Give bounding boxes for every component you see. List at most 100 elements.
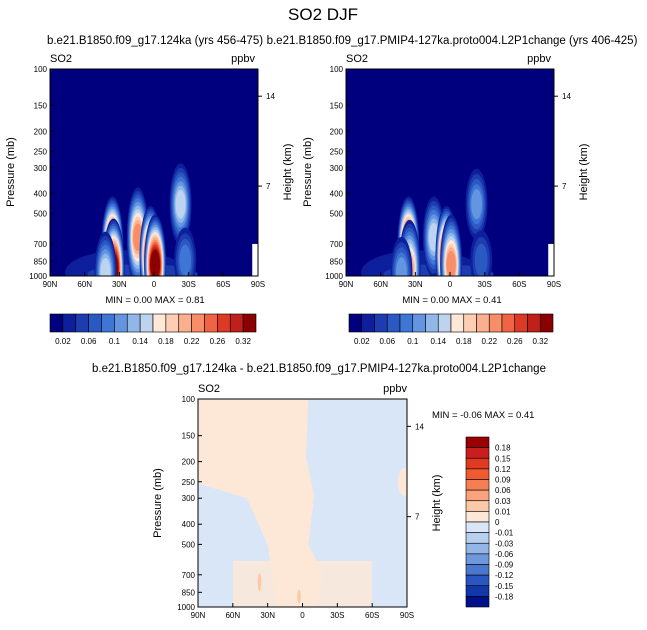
colorbar-box <box>412 313 426 333</box>
y-tick-label: 400 <box>182 520 196 529</box>
y2-axis-label: Height (km) <box>282 144 294 201</box>
y-tick-label: 700 <box>330 240 344 249</box>
y2-tick-label: 7 <box>266 182 271 191</box>
x-tick-label: 60S <box>365 611 379 620</box>
colorbar-tick-label: 0.18 <box>158 337 174 346</box>
colorbar-tick-label: 0.26 <box>210 337 226 346</box>
x-tick-label: 90S <box>547 280 561 289</box>
y-tick-label: 500 <box>182 540 196 549</box>
x-tick-label: 90S <box>251 280 265 289</box>
variable-label: SO2 <box>346 53 368 65</box>
units-label: ppbv <box>231 53 255 65</box>
colorbar: 0.02 0.06 0.1 0.14 0.18 0.22 0.26 0.32 <box>348 313 554 346</box>
colorbar-tick-label: -0.03 <box>495 539 514 548</box>
x-tick-label: 60S <box>216 280 230 289</box>
panel-top-right: b.e21.B1850.f09_g17.PMIP4-127ka.proto004… <box>267 35 638 346</box>
plume-contour <box>150 249 161 276</box>
y2-tick-label: 14 <box>266 92 275 101</box>
panel-title: b.e21.B1850.f09_g17.124ka - b.e21.B1850.… <box>92 363 546 375</box>
colorbar-box <box>437 313 452 333</box>
y-tick-label: 150 <box>34 101 48 110</box>
x-tick-label: 30S <box>330 611 344 620</box>
positive-region <box>397 467 407 496</box>
y-tick-label: 400 <box>330 190 344 199</box>
y-tick-label: 200 <box>182 458 196 467</box>
y-tick-label: 300 <box>182 494 196 503</box>
min-max-text: MIN = -0.06 MAX = 0.41 <box>432 410 534 421</box>
positive-spot <box>297 589 301 604</box>
colorbar-tick-label: 0.03 <box>495 497 511 506</box>
colorbar-box <box>191 313 205 333</box>
colorbar-tick-label: 0.09 <box>495 476 511 485</box>
colorbar-box <box>488 313 503 333</box>
colorbar-tick-label: 0.18 <box>456 337 472 346</box>
variable-label: SO2 <box>50 53 72 65</box>
colorbar-box <box>101 313 115 333</box>
colorbar-box <box>465 511 490 523</box>
missing-data <box>548 243 554 276</box>
colorbar-tick-label: 0.22 <box>184 337 200 346</box>
y-tick-label: 200 <box>330 127 344 136</box>
colorbar-tick-label: 0.15 <box>495 454 511 463</box>
y-tick-label: 850 <box>182 588 196 597</box>
colorbar-box <box>465 447 490 459</box>
y-tick-label: 250 <box>34 147 48 156</box>
y-tick-label: 850 <box>330 257 344 266</box>
y-tick-label: 150 <box>330 101 344 110</box>
y-tick-label: 100 <box>34 65 48 74</box>
colorbar-box <box>62 313 77 333</box>
colorbar-box <box>75 313 89 333</box>
colorbar-tick-label: 0.01 <box>495 507 511 516</box>
colorbar-box <box>152 313 167 333</box>
colorbar-tick-label: 0.32 <box>235 337 251 346</box>
y-tick-label: 150 <box>182 432 196 441</box>
y-tick-label: 500 <box>34 210 48 219</box>
colorbar-tick-label: 0 <box>495 518 500 527</box>
colorbar-box <box>465 521 490 533</box>
plume <box>390 237 413 276</box>
colorbar-tick-label: 0.12 <box>495 465 511 474</box>
panel-title: b.e21.B1850.f09_g17.PMIP4-127ka.proto004… <box>267 35 638 47</box>
y-tick-label: 1000 <box>29 272 47 281</box>
colorbar-box <box>539 313 554 333</box>
x-tick-label: 30S <box>478 280 492 289</box>
colorbar-tick-label: -0.06 <box>495 550 514 559</box>
colorbar-tick-label: -0.15 <box>495 582 514 591</box>
colorbar-box <box>88 313 102 333</box>
colorbar-box <box>126 313 141 333</box>
y2-axis-label: Height (km) <box>431 475 443 532</box>
x-tick-label: 90N <box>191 611 206 620</box>
units-label: ppbv <box>527 53 551 65</box>
y-tick-label: 100 <box>182 395 196 404</box>
plume <box>465 168 488 240</box>
colorbar-tick-label: 0.26 <box>507 337 523 346</box>
y-tick-label: 1000 <box>177 603 195 612</box>
plume <box>440 214 463 276</box>
units-label: ppbv <box>383 383 407 395</box>
colorbar-box <box>165 313 180 333</box>
plume-contour <box>474 243 488 276</box>
colorbar-box <box>229 313 244 333</box>
y-tick-label: 100 <box>330 65 344 74</box>
colorbar-box <box>49 313 64 333</box>
x-tick-label: 30N <box>408 280 423 289</box>
colorbar-tick-label: 0.02 <box>55 337 71 346</box>
colorbar: 0.02 0.06 0.1 0.14 0.18 0.22 0.26 0.32 <box>49 313 257 346</box>
y2-tick-label: 14 <box>415 422 424 431</box>
colorbar-box <box>139 313 154 333</box>
colorbar-tick-label: 0.18 <box>495 444 511 453</box>
colorbar-box <box>361 313 375 333</box>
colorbar-box <box>465 457 490 470</box>
colorbar-tick-label: -0.09 <box>495 561 514 570</box>
x-tick-label: 90N <box>339 280 354 289</box>
y2-axis-label: Height (km) <box>578 144 590 201</box>
y-tick-label: 400 <box>34 190 48 199</box>
positive-region <box>232 560 373 607</box>
plot-area <box>50 69 258 276</box>
x-tick-label: 60N <box>225 611 240 620</box>
colorbar-box <box>450 313 465 333</box>
y-tick-label: 250 <box>330 147 344 156</box>
colorbar-box <box>465 479 490 491</box>
plume-contour <box>175 189 186 219</box>
colorbar-box <box>463 313 477 333</box>
